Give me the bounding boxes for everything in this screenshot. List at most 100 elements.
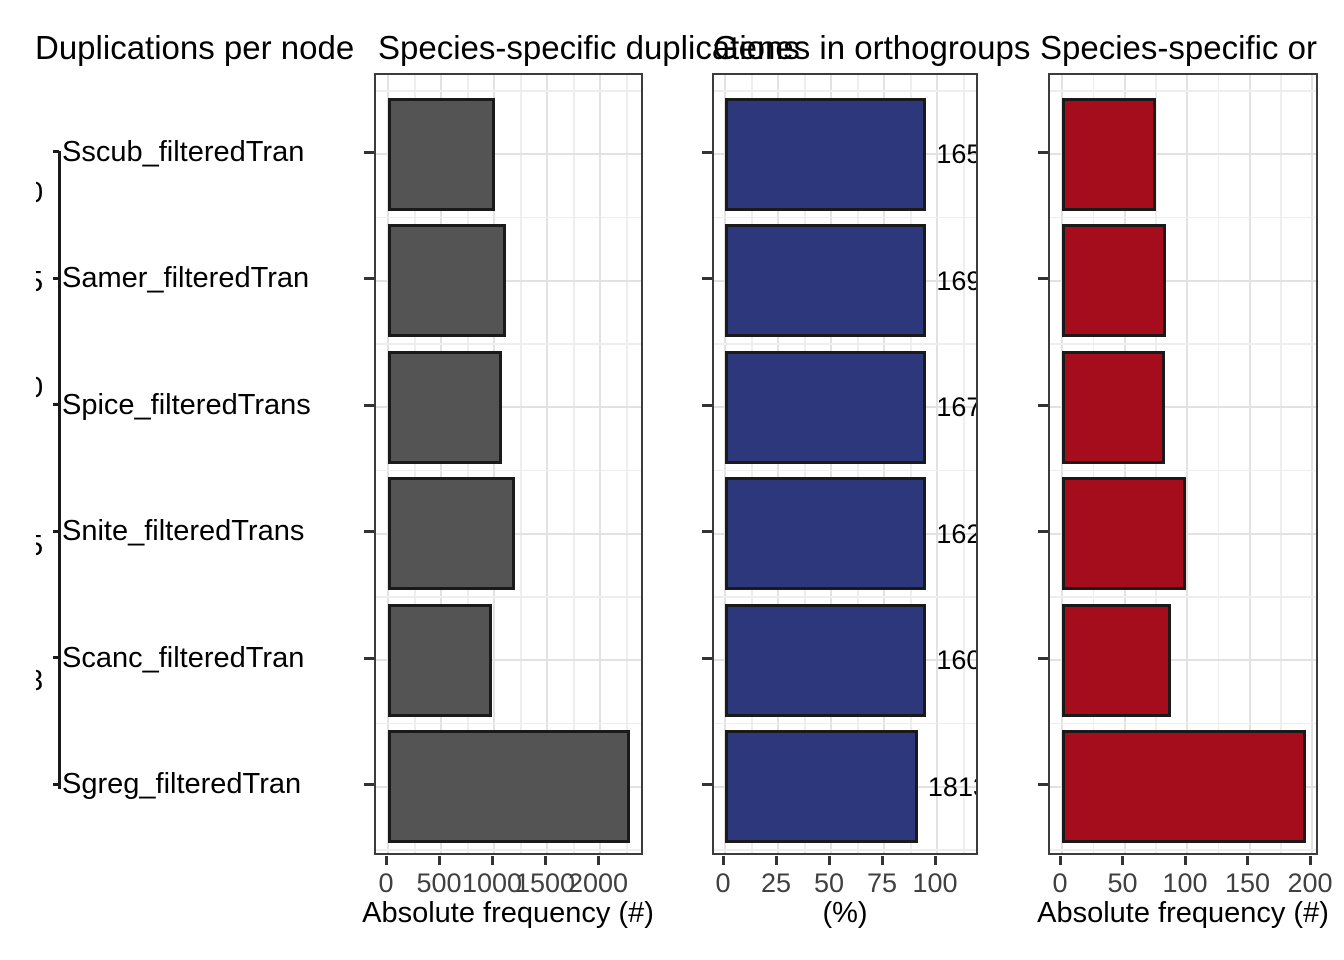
gridline-major xyxy=(936,75,938,853)
panel-title-species-specific-duplications: Species-specific duplications xyxy=(378,29,800,66)
tree-node-label: 5 xyxy=(36,267,46,297)
tree-tip-label: Spice_filteredTrans xyxy=(62,390,311,420)
y-tick-mark xyxy=(1038,530,1048,533)
bar-Snite_filteredTrans xyxy=(725,477,927,590)
y-tick-mark xyxy=(364,656,374,660)
gridline-minor xyxy=(376,469,641,472)
y-tick-mark xyxy=(1038,656,1048,660)
gridline-minor xyxy=(963,75,965,853)
panel-species-specific-duplications xyxy=(374,73,643,855)
bar-value-label: 160 xyxy=(936,645,978,675)
tree-branch xyxy=(53,403,59,406)
x-tick-label: 500 xyxy=(416,868,462,898)
x-tick-label: 0 xyxy=(1052,868,1068,898)
tree-branch xyxy=(53,277,59,280)
gridline-major xyxy=(1050,406,1316,408)
gridline-major xyxy=(546,75,548,853)
bar-Spice_filteredTrans xyxy=(725,350,927,464)
tree-tip-label: Snite_filteredTrans xyxy=(62,516,305,546)
bar-value-label: 165 xyxy=(936,139,978,169)
gridline-minor xyxy=(376,90,641,92)
gridline-minor xyxy=(714,722,976,725)
gridline-major xyxy=(1186,75,1188,853)
x-axis-title: Absolute frequency (#) xyxy=(362,897,654,929)
x-tick-mark xyxy=(1246,856,1249,865)
x-tick-mark xyxy=(543,856,547,865)
y-tick-mark xyxy=(702,150,712,154)
gridline-major xyxy=(1061,75,1063,853)
y-tick-mark xyxy=(364,530,374,533)
x-tick-label: 25 xyxy=(760,868,792,898)
bar-Scanc_filteredTran xyxy=(388,603,492,717)
panel-title-species-specific-orthogroups: Species-specific or xyxy=(1040,29,1317,66)
gridline-major xyxy=(387,75,389,853)
gridline-major xyxy=(493,75,495,853)
gridline-minor xyxy=(910,75,912,853)
bar-Scanc_filteredTran xyxy=(725,603,927,717)
bar-Samer_filteredTran xyxy=(388,224,507,337)
bar-Snite_filteredTrans xyxy=(388,477,516,590)
bar-Samer_filteredTran xyxy=(1062,224,1166,337)
tree-tip-label: Sgreg_filteredTran xyxy=(62,769,302,799)
x-tick-mark xyxy=(827,856,831,865)
y-tick-mark xyxy=(364,783,374,786)
bar-Sscub_filteredTran xyxy=(1062,97,1156,211)
y-tick-mark xyxy=(1038,150,1048,154)
y-tick-mark xyxy=(702,783,712,786)
gridline-major xyxy=(599,75,601,853)
bar-Scanc_filteredTran xyxy=(1062,603,1171,717)
y-tick-mark xyxy=(1038,403,1048,407)
gridline-minor xyxy=(714,216,976,219)
gridline-minor xyxy=(714,90,976,92)
y-tick-mark xyxy=(702,656,712,660)
panel-genes-in-orthogroups: 165 169 167 162 160 1813 xyxy=(712,73,978,855)
gridline-minor xyxy=(1050,596,1316,598)
gridline-major xyxy=(724,75,726,853)
bar-value-label: 167 xyxy=(936,392,978,422)
x-axis-title: (%) xyxy=(822,897,868,929)
bar-Sgreg_filteredTran xyxy=(725,730,918,843)
gridline-minor xyxy=(573,75,575,853)
bar-value-label: 1813 xyxy=(927,771,976,802)
gridline-minor xyxy=(1217,75,1220,853)
gridline-minor xyxy=(376,216,641,219)
bar-value-label: 162 xyxy=(936,518,978,549)
gridline-major xyxy=(1050,153,1316,155)
tree-tip-label: Sscub_filteredTran xyxy=(62,137,305,167)
y-tick-mark xyxy=(1038,277,1048,280)
y-tick-mark xyxy=(702,530,712,533)
gridline-minor xyxy=(1092,75,1095,853)
bar-Spice_filteredTrans xyxy=(388,350,502,464)
x-tick-label: 150 xyxy=(1224,868,1271,898)
gridline-major xyxy=(1050,279,1316,282)
bar-Samer_filteredTran xyxy=(725,224,927,337)
gridline-major xyxy=(1311,75,1313,853)
x-tick-label: 2000 xyxy=(567,868,629,898)
y-tick-mark xyxy=(1038,783,1048,786)
x-tick-mark xyxy=(774,856,778,865)
gridline-minor xyxy=(1050,722,1316,725)
gridline-minor xyxy=(1280,75,1282,853)
gridline-major xyxy=(440,75,442,853)
gridline-minor xyxy=(626,75,628,853)
gridline-minor xyxy=(520,75,522,853)
gridline-minor xyxy=(714,343,976,345)
gridline-minor xyxy=(714,469,976,472)
x-tick-label: 100 xyxy=(912,868,958,898)
tree-tip-label: Samer_filteredTran xyxy=(62,263,310,293)
bar-Snite_filteredTrans xyxy=(1062,477,1186,590)
x-tick-label: 50 xyxy=(813,868,845,898)
tree-branch xyxy=(53,656,59,659)
panel-title-genes-in-orthogroups: Genes in orthogroups xyxy=(713,29,1031,66)
x-tick-mark xyxy=(596,856,600,865)
tree-branch xyxy=(53,530,59,533)
y-tick-mark xyxy=(364,403,374,407)
gridline-major xyxy=(376,659,641,661)
gridline-minor xyxy=(467,75,469,853)
gridline-minor xyxy=(714,849,976,851)
bar-Spice_filteredTrans xyxy=(1062,350,1165,464)
gridline-minor xyxy=(804,75,806,853)
bar-Sgreg_filteredTran xyxy=(1062,730,1306,843)
x-tick-mark xyxy=(384,856,388,865)
